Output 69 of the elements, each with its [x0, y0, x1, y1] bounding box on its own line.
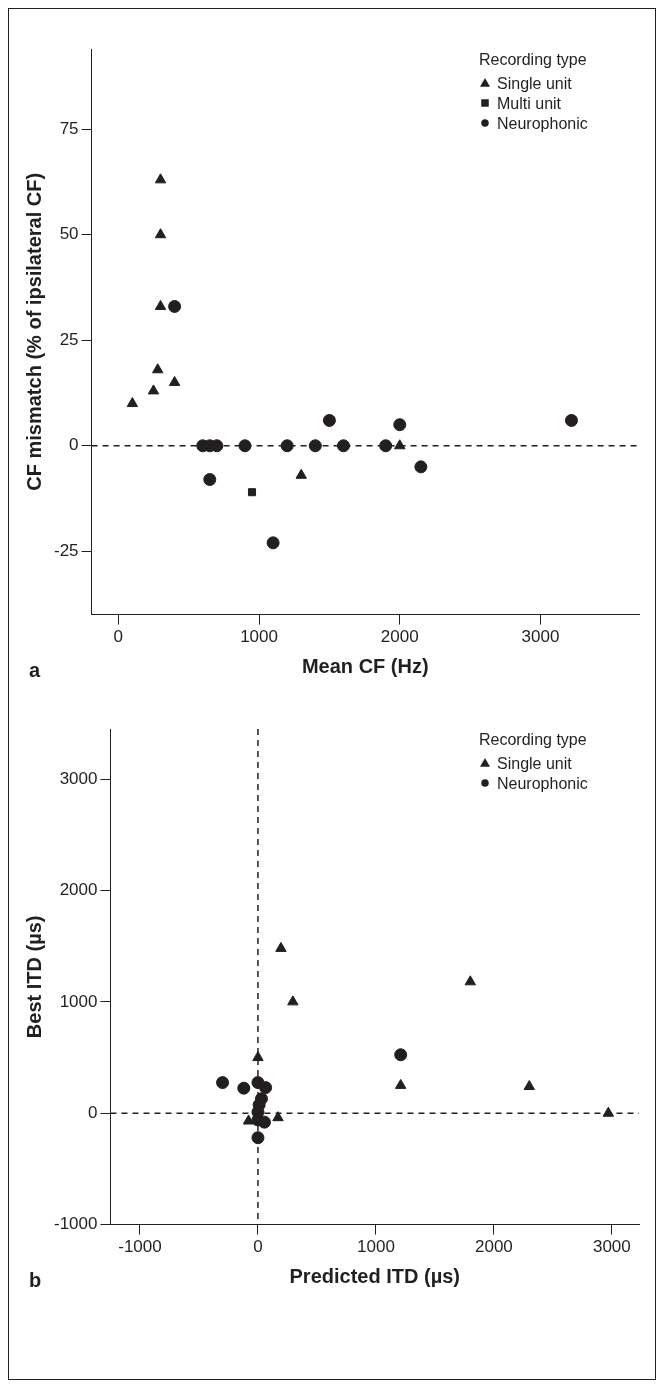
point: [414, 460, 428, 474]
point: [259, 1081, 273, 1095]
point: [216, 1076, 230, 1090]
point: [336, 439, 350, 453]
text: a: [29, 658, 41, 681]
point: [287, 995, 299, 1006]
point: [464, 975, 476, 986]
x-tick-label: 3000: [592, 1237, 631, 1257]
legend-label: Single unit: [497, 75, 573, 93]
point: [203, 473, 217, 487]
point: [275, 941, 287, 952]
point: [266, 536, 280, 550]
y-axis-title: CF mismatch (% of ipsilateral CF): [22, 172, 45, 491]
point: [126, 397, 139, 408]
point: [295, 468, 307, 479]
y-tick-label: 0: [88, 1102, 98, 1122]
x-tick-label: -1000: [118, 1237, 162, 1257]
y-tick-label: 3000: [59, 768, 98, 788]
point: [152, 363, 164, 374]
legend-label: Neurophonic: [497, 775, 588, 793]
y-tick-label: 25: [59, 329, 79, 349]
y-tick-label: -25: [53, 540, 79, 560]
legend-label: Neurophonic: [497, 115, 588, 133]
x-tick-label: 0: [253, 1237, 263, 1257]
point: [393, 418, 407, 432]
y-tick-label: 50: [59, 224, 79, 244]
point: [564, 413, 578, 427]
point: [322, 413, 336, 427]
point: [238, 439, 252, 453]
point: [147, 384, 160, 395]
point: [257, 1115, 271, 1129]
y-tick-label: 0: [69, 435, 79, 455]
point: [272, 1111, 284, 1122]
x-tick-label: 1000: [240, 627, 278, 647]
point: [154, 299, 167, 310]
point: [247, 488, 257, 497]
point: [237, 1081, 251, 1095]
y-axis-title: Best ITD (µs): [22, 915, 45, 1039]
point: [523, 1080, 535, 1090]
point: [154, 173, 167, 184]
point: [252, 1051, 264, 1062]
x-tick-label: 2000: [380, 627, 419, 647]
y-tick-label: 2000: [59, 880, 98, 900]
point: [168, 299, 182, 313]
x-axis-title: Predicted ITD (µs): [289, 1264, 460, 1287]
x-axis-title: Mean CF (Hz): [301, 654, 429, 677]
legend-title: Recording type: [479, 731, 587, 749]
x-tick-label: 0: [113, 627, 124, 647]
point: [154, 228, 167, 239]
point: [251, 1131, 265, 1145]
legend-label: Multi unit: [497, 95, 562, 113]
legend-title: Recording type: [479, 51, 587, 69]
x-tick-label: 3000: [521, 627, 560, 647]
point: [395, 1078, 407, 1089]
point: [168, 375, 181, 386]
point: [394, 439, 406, 450]
y-tick-label: -1000: [54, 1214, 98, 1234]
point: [379, 439, 393, 453]
point: [394, 1048, 408, 1062]
point: [308, 439, 322, 453]
text: b: [29, 1268, 42, 1291]
x-tick-label: 1000: [357, 1237, 395, 1257]
point: [242, 1114, 255, 1125]
y-tick-label: 75: [59, 118, 79, 138]
y-tick-label: 1000: [59, 991, 98, 1011]
point: [280, 439, 294, 453]
point: [602, 1106, 615, 1117]
x-tick-label: 2000: [474, 1237, 513, 1257]
legend-label: Single unit: [497, 755, 573, 773]
